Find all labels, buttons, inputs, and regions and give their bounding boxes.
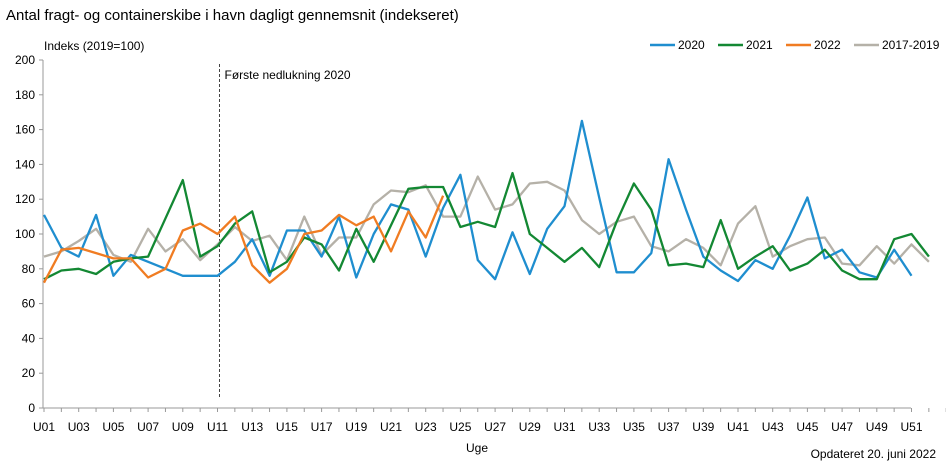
y-tick-label: 20 (22, 366, 36, 380)
x-tick-label: U03 (68, 420, 90, 434)
series-lines (42, 119, 930, 284)
x-tick-label: U19 (345, 420, 367, 434)
legend-label-2022: 2022 (814, 38, 841, 52)
y-tick-label: 80 (22, 262, 36, 276)
x-axis-label: Uge (466, 441, 488, 455)
x-tick-label: U41 (727, 420, 749, 434)
y-tick-label: 140 (15, 157, 35, 171)
x-axis-ticks: U01 U03 U05 U07 U09 U11 U13 U15 U17 U19 U21 U23 U25 U… (33, 408, 946, 434)
x-tick-label: U09 (172, 420, 194, 434)
y-tick-label: 0 (28, 401, 35, 415)
x-tick-label: U11 (207, 420, 228, 434)
x-tick-label: U47 (831, 420, 853, 434)
x-tick-label: U15 (276, 420, 298, 434)
x-tick-label: U01 (33, 420, 55, 434)
legend-label-2021: 2021 (746, 38, 773, 52)
y-tick-label: 60 (22, 297, 36, 311)
y-axis-label: Indeks (2019=100) (44, 39, 144, 53)
x-tick-label: U23 (415, 420, 437, 434)
legend: 2020 2021 2022 2017-2019 (650, 38, 940, 52)
x-tick-label: U05 (102, 420, 124, 434)
x-tick-label: U21 (380, 420, 402, 434)
x-tick-label: U29 (519, 420, 541, 434)
x-tick-label: U51 (900, 420, 922, 434)
chart-title: Antal fragt- og containerskibe i havn da… (6, 7, 459, 24)
x-tick-label: U49 (866, 420, 888, 434)
legend-label-2020: 2020 (678, 38, 705, 52)
x-tick-label: U45 (796, 420, 818, 434)
series-line-2021 (43, 171, 930, 281)
y-tick-label: 200 (15, 53, 35, 67)
y-tick-label: 40 (22, 331, 36, 345)
x-tick-label: U27 (484, 420, 506, 434)
annotation-label: Første nedlukning 2020 (225, 68, 351, 82)
legend-label-2017-2019: 2017-2019 (882, 38, 940, 52)
x-tick-label: U13 (241, 420, 263, 434)
x-tick-label: U17 (311, 420, 333, 434)
y-tick-label: 100 (15, 227, 35, 241)
y-tick-label: 120 (15, 192, 35, 206)
y-tick-label: 160 (15, 123, 35, 137)
x-tick-label: U37 (658, 420, 680, 434)
y-tick-label: 180 (15, 88, 35, 102)
x-tick-label: U33 (588, 420, 610, 434)
footnote: Opdateret 20. juni 2022 (811, 447, 937, 461)
series-line-2022 (42, 195, 445, 284)
series-line-2020 (42, 119, 913, 283)
x-tick-label: U07 (137, 420, 159, 434)
y-axis-ticks: 0 20 40 60 80 100 120 140 160 180 200 (15, 53, 43, 415)
x-tick-label: U35 (623, 420, 645, 434)
x-tick-label: U25 (449, 420, 471, 434)
x-tick-label: U43 (762, 420, 784, 434)
x-tick-label: U31 (553, 420, 575, 434)
x-tick-label: U39 (692, 420, 714, 434)
